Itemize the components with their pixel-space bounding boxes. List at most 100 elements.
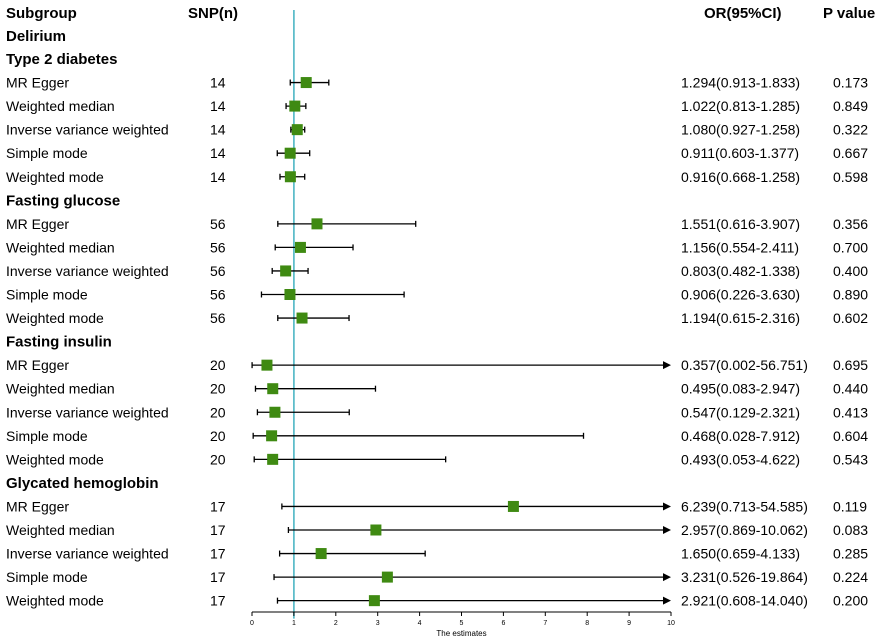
snp-count: 56: [210, 310, 226, 326]
snp-count: 20: [210, 381, 226, 397]
ci-arrow: [663, 573, 671, 582]
snp-count: 17: [210, 498, 226, 514]
or-ci-text: 0.911(0.603-1.377): [681, 145, 799, 161]
p-value-text: 0.400: [833, 263, 868, 279]
method-label: Simple mode: [6, 287, 88, 303]
or-ci-text: 2.957(0.869-10.062): [681, 522, 808, 538]
p-value-text: 0.224: [833, 569, 868, 585]
snp-count: 20: [210, 357, 226, 373]
or-ci-text: 1.080(0.927-1.258): [681, 122, 800, 138]
x-tick-label: 5: [460, 620, 464, 627]
p-value-text: 0.695: [833, 357, 868, 373]
p-value-text: 0.083: [833, 522, 868, 538]
snp-count: 20: [210, 451, 226, 467]
or-ci-text: 2.921(0.608-14.040): [681, 593, 808, 609]
method-label: Inverse variance weighted: [6, 122, 169, 138]
p-value-text: 0.543: [833, 451, 868, 467]
estimate-marker: [269, 406, 281, 418]
snp-count: 56: [210, 263, 226, 279]
method-label: MR Egger: [6, 216, 69, 232]
group-label: Glycated hemoglobin: [6, 475, 159, 492]
snp-count: 20: [210, 404, 226, 420]
p-value-text: 0.849: [833, 98, 868, 114]
x-tick-label: 6: [501, 620, 505, 627]
x-tick-label: 7: [543, 620, 547, 627]
header-subgroup: Subgroup: [6, 5, 77, 22]
or-ci-text: 0.468(0.028-7.912): [681, 428, 800, 444]
or-ci-text: 1.294(0.913-1.833): [681, 75, 800, 91]
method-label: Weighted median: [6, 381, 115, 397]
snp-count: 14: [210, 169, 226, 185]
x-tick-label: 10: [667, 620, 675, 627]
estimate-marker: [311, 218, 323, 230]
or-ci-text: 1.156(0.554-2.411): [681, 239, 799, 255]
p-value-text: 0.322: [833, 122, 868, 138]
estimate-marker: [296, 312, 308, 324]
ci-arrow: [663, 596, 671, 605]
estimate-marker: [294, 241, 306, 253]
ci-arrow: [663, 502, 671, 511]
or-ci-text: 0.803(0.482-1.338): [681, 263, 800, 279]
method-label: Weighted mode: [6, 593, 104, 609]
or-ci-text: 3.231(0.526-19.864): [681, 569, 808, 585]
ci-arrow: [663, 361, 671, 370]
outcome-label: Delirium: [6, 28, 66, 45]
method-label: Weighted mode: [6, 451, 104, 467]
x-tick-label: 8: [585, 620, 589, 627]
x-tick-label: 0: [250, 620, 254, 627]
p-value-text: 0.598: [833, 169, 868, 185]
x-tick-label: 2: [334, 620, 338, 627]
snp-count: 17: [210, 522, 226, 538]
or-ci-text: 0.495(0.083-2.947): [681, 381, 800, 397]
estimate-marker: [370, 524, 382, 536]
header-or-ci: OR(95%CI): [704, 5, 782, 22]
method-label: MR Egger: [6, 498, 69, 514]
method-label: Inverse variance weighted: [6, 546, 169, 562]
or-ci-text: 1.551(0.616-3.907): [681, 216, 800, 232]
header-snp: SNP(n): [188, 5, 238, 22]
estimate-marker: [284, 147, 296, 159]
method-label: Weighted median: [6, 239, 115, 255]
or-ci-text: 0.493(0.053-4.622): [681, 451, 800, 467]
p-value-text: 0.119: [833, 498, 867, 514]
x-axis-title: The estimates: [436, 629, 486, 638]
p-value-text: 0.700: [833, 239, 868, 255]
estimate-marker: [291, 124, 303, 136]
snp-count: 14: [210, 98, 226, 114]
estimate-marker: [280, 265, 292, 277]
x-tick-label: 3: [376, 620, 380, 627]
estimate-marker: [368, 595, 380, 607]
estimate-marker: [284, 289, 296, 300]
method-label: Weighted median: [6, 522, 115, 538]
method-label: Simple mode: [6, 569, 88, 585]
method-label: Simple mode: [6, 145, 88, 161]
method-label: Inverse variance weighted: [6, 404, 169, 420]
method-label: MR Egger: [6, 357, 69, 373]
estimate-marker: [289, 100, 301, 112]
snp-count: 56: [210, 216, 226, 232]
or-ci-text: 0.357(0.002-56.751): [681, 357, 808, 373]
p-value-text: 0.604: [833, 428, 868, 444]
estimate-marker: [284, 171, 296, 183]
estimate-marker: [315, 548, 327, 560]
group-label: Type 2 diabetes: [6, 51, 117, 68]
p-value-text: 0.667: [833, 145, 868, 161]
x-tick-label: 4: [418, 620, 422, 627]
snp-count: 17: [210, 593, 226, 609]
method-label: Weighted mode: [6, 310, 104, 326]
group-label: Fasting glucose: [6, 192, 120, 209]
p-value-text: 0.890: [833, 287, 868, 303]
snp-count: 17: [210, 569, 226, 585]
p-value-text: 0.356: [833, 216, 868, 232]
group-label: Fasting insulin: [6, 334, 112, 351]
snp-count: 14: [210, 122, 226, 138]
estimate-marker: [261, 359, 273, 371]
estimate-marker: [266, 430, 278, 442]
p-value-text: 0.440: [833, 381, 868, 397]
estimate-marker: [300, 77, 312, 89]
rows-layer: Type 2 diabetes MR Egger 14 1.294(0.913-1.8…: [6, 51, 868, 609]
estimate-marker: [267, 453, 279, 465]
snp-count: 56: [210, 239, 226, 255]
method-label: Inverse variance weighted: [6, 263, 169, 279]
or-ci-text: 0.916(0.668-1.258): [681, 169, 800, 185]
